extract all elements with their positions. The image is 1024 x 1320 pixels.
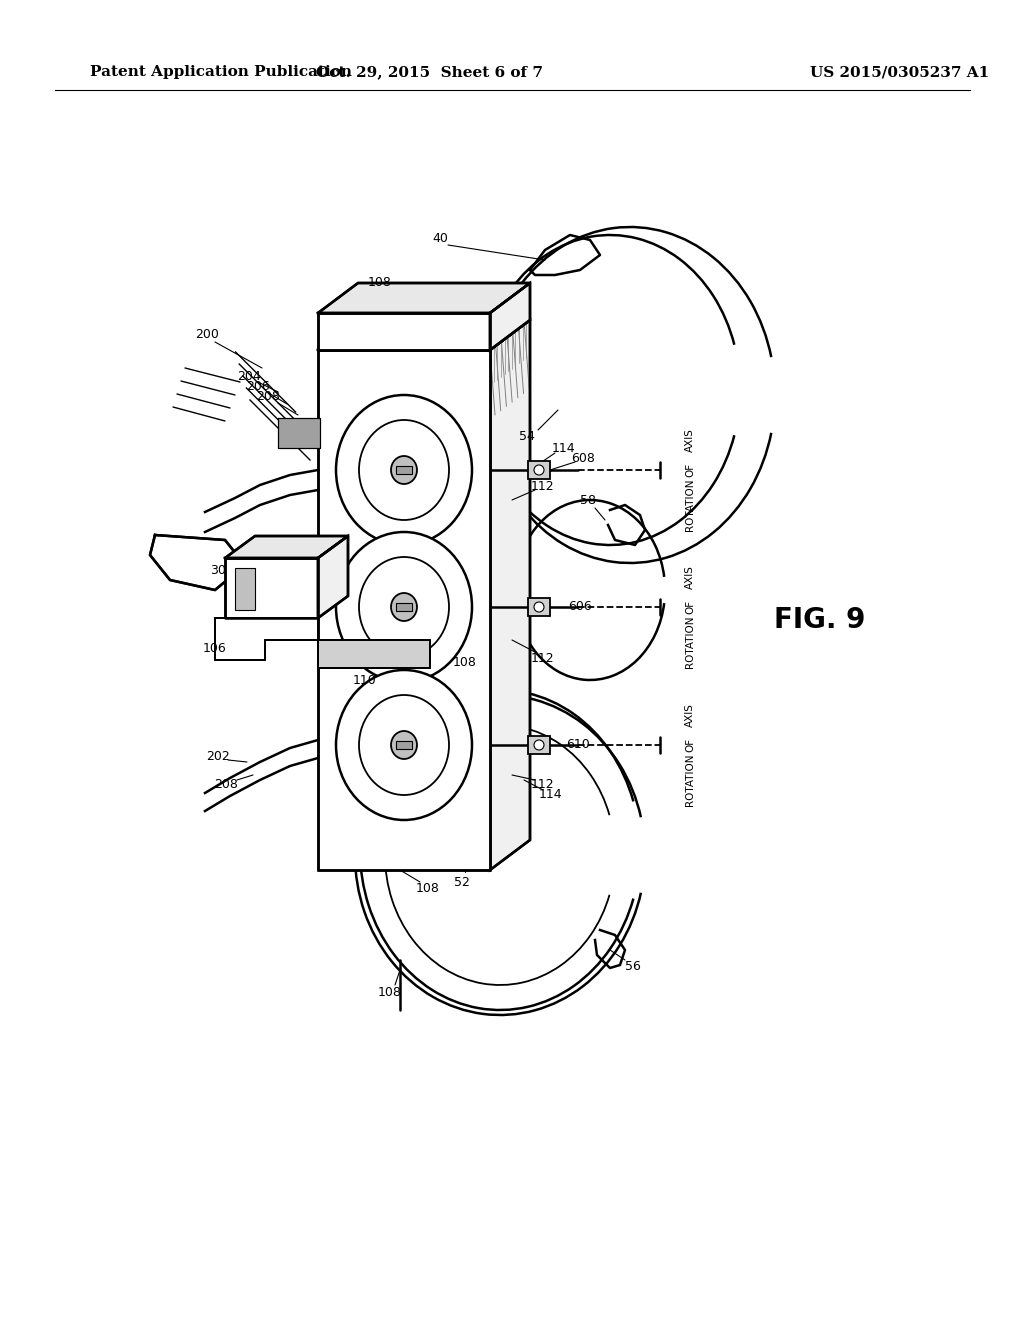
FancyBboxPatch shape: [528, 461, 550, 479]
Text: 108: 108: [368, 276, 392, 289]
FancyBboxPatch shape: [528, 737, 550, 754]
Ellipse shape: [359, 696, 449, 795]
Ellipse shape: [336, 395, 472, 545]
Text: ROTATION: ROTATION: [685, 754, 695, 807]
Polygon shape: [490, 319, 530, 870]
Text: 108: 108: [378, 986, 402, 999]
Ellipse shape: [336, 671, 472, 820]
Text: 208: 208: [256, 391, 280, 404]
Text: 112: 112: [530, 779, 554, 792]
Text: 106: 106: [203, 642, 227, 655]
Text: OF: OF: [685, 599, 695, 614]
Text: 40: 40: [432, 231, 447, 244]
Text: 200: 200: [195, 329, 219, 342]
Text: US 2015/0305237 A1: US 2015/0305237 A1: [810, 65, 989, 79]
Text: 0: 0: [337, 653, 343, 663]
Text: AXIS: AXIS: [685, 565, 695, 589]
Text: 108: 108: [453, 656, 477, 669]
Text: 114: 114: [551, 442, 574, 455]
Text: 56: 56: [625, 961, 641, 974]
Text: 54: 54: [519, 430, 535, 444]
FancyBboxPatch shape: [234, 568, 255, 610]
Text: 608: 608: [571, 453, 595, 466]
Text: 206: 206: [246, 380, 270, 393]
Text: 58: 58: [580, 494, 596, 507]
Ellipse shape: [336, 532, 472, 682]
FancyBboxPatch shape: [528, 598, 550, 616]
Text: OF: OF: [685, 463, 695, 477]
Ellipse shape: [359, 420, 449, 520]
Text: ROTATION: ROTATION: [685, 479, 695, 531]
Polygon shape: [150, 535, 245, 590]
Polygon shape: [318, 640, 430, 668]
Text: 610: 610: [566, 738, 590, 751]
Text: 30: 30: [210, 564, 226, 577]
Polygon shape: [215, 618, 318, 660]
Text: Patent Application Publication: Patent Application Publication: [90, 65, 352, 79]
Polygon shape: [318, 350, 490, 870]
Text: 112: 112: [530, 479, 554, 492]
Polygon shape: [318, 319, 530, 350]
Text: 112: 112: [530, 652, 554, 664]
Ellipse shape: [534, 602, 544, 612]
Text: OF: OF: [685, 738, 695, 752]
Polygon shape: [318, 282, 530, 313]
Text: 606: 606: [568, 601, 592, 614]
FancyBboxPatch shape: [396, 603, 412, 611]
Polygon shape: [225, 536, 348, 558]
Polygon shape: [278, 418, 319, 447]
Polygon shape: [318, 313, 490, 350]
Text: 52: 52: [454, 875, 470, 888]
Text: 110: 110: [353, 675, 377, 688]
Polygon shape: [225, 558, 318, 618]
Ellipse shape: [359, 557, 449, 657]
FancyBboxPatch shape: [396, 466, 412, 474]
Text: 114: 114: [539, 788, 562, 801]
Ellipse shape: [391, 593, 417, 620]
Ellipse shape: [534, 465, 544, 475]
Polygon shape: [490, 282, 530, 350]
Text: ROTATION: ROTATION: [685, 615, 695, 668]
Ellipse shape: [391, 731, 417, 759]
Text: Oct. 29, 2015  Sheet 6 of 7: Oct. 29, 2015 Sheet 6 of 7: [316, 65, 544, 79]
Text: 108: 108: [416, 883, 440, 895]
FancyBboxPatch shape: [396, 741, 412, 748]
Text: 204: 204: [238, 370, 261, 383]
Text: 208: 208: [214, 779, 238, 792]
Text: AXIS: AXIS: [685, 704, 695, 727]
Ellipse shape: [391, 455, 417, 484]
Text: AXIS: AXIS: [685, 428, 695, 451]
Ellipse shape: [534, 741, 544, 750]
Text: 202: 202: [206, 751, 229, 763]
Polygon shape: [318, 536, 348, 618]
Text: FIG. 9: FIG. 9: [774, 606, 865, 634]
